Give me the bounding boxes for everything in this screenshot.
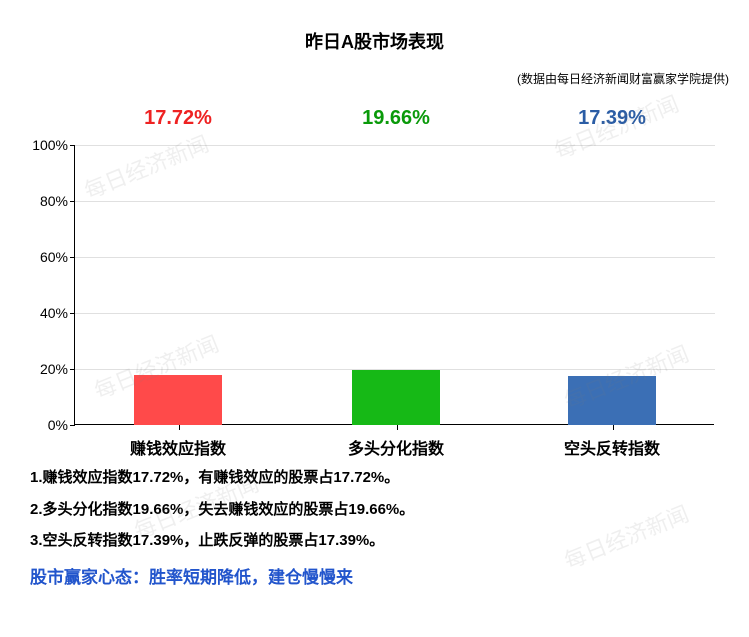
- gridline: [75, 313, 715, 314]
- bar-value-label: 17.39%: [522, 107, 702, 130]
- y-tickmark: [70, 201, 75, 202]
- y-tickmark: [70, 369, 75, 370]
- x-axis-label: 空头反转指数: [522, 435, 702, 459]
- bar: [134, 375, 222, 425]
- gridline: [75, 201, 715, 202]
- y-tick-label: 20%: [18, 361, 68, 377]
- y-tickmark: [70, 313, 75, 314]
- chart-subtitle: (数据由每日经济新闻财富赢家学院提供): [0, 54, 749, 87]
- footer-summary: 股市赢家心态：胜率短期降低，建仓慢慢来: [30, 563, 720, 588]
- footer-line: 3.空头反转指数17.39%，止跌反弹的股票占17.39%。: [30, 525, 720, 557]
- chart-title: 昨日A股市场表现: [0, 0, 749, 54]
- y-tickmark: [70, 257, 75, 258]
- bar: [352, 370, 440, 425]
- x-axis-label: 赚钱效应指数: [88, 435, 268, 459]
- y-tick-label: 60%: [18, 249, 68, 265]
- x-tickmark: [179, 425, 180, 430]
- footer-line: 1.赚钱效应指数17.72%，有赚钱效应的股票占17.72%。: [30, 462, 720, 494]
- y-tick-label: 40%: [18, 305, 68, 321]
- gridline: [75, 257, 715, 258]
- y-tick-label: 100%: [18, 137, 68, 153]
- y-tick-label: 0%: [18, 417, 68, 433]
- footer-text: 1.赚钱效应指数17.72%，有赚钱效应的股票占17.72%。2.多头分化指数1…: [30, 462, 720, 588]
- x-tickmark: [613, 425, 614, 430]
- chart-area: 赚钱效应指数多头分化指数空头反转指数 17.72%19.66%17.39%: [74, 145, 714, 425]
- y-tick-label: 80%: [18, 193, 68, 209]
- bar-value-label: 19.66%: [306, 107, 486, 130]
- x-axis-label: 多头分化指数: [306, 435, 486, 459]
- y-tickmark: [70, 425, 75, 426]
- footer-line: 2.多头分化指数19.66%，失去赚钱效应的股票占19.66%。: [30, 494, 720, 526]
- bar: [568, 376, 656, 425]
- x-tickmark: [397, 425, 398, 430]
- gridline: [75, 145, 715, 146]
- bar-value-label: 17.72%: [88, 107, 268, 130]
- y-tickmark: [70, 145, 75, 146]
